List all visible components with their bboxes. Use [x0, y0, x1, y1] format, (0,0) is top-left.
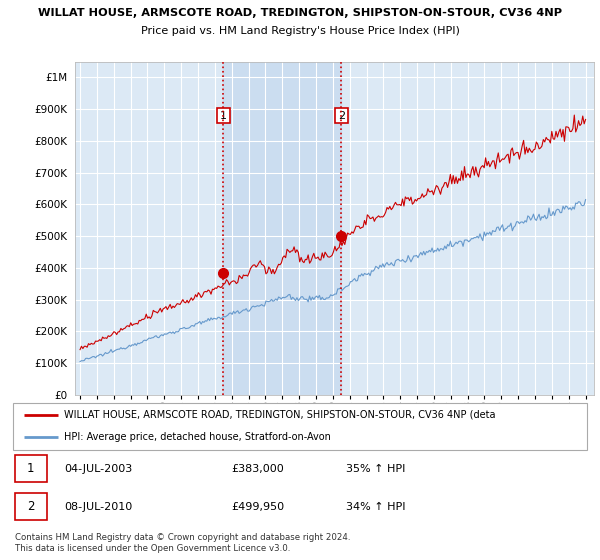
Text: WILLAT HOUSE, ARMSCOTE ROAD, TREDINGTON, SHIPSTON-ON-STOUR, CV36 4NP: WILLAT HOUSE, ARMSCOTE ROAD, TREDINGTON,…	[38, 8, 562, 18]
FancyBboxPatch shape	[15, 455, 47, 482]
Text: HPI: Average price, detached house, Stratford-on-Avon: HPI: Average price, detached house, Stra…	[64, 432, 331, 442]
Bar	[223, 62, 341, 395]
Text: 08-JUL-2010: 08-JUL-2010	[64, 502, 132, 511]
FancyBboxPatch shape	[15, 493, 47, 520]
Text: Price paid vs. HM Land Registry's House Price Index (HPI): Price paid vs. HM Land Registry's House …	[140, 26, 460, 36]
Text: 1: 1	[27, 462, 34, 475]
Text: 2: 2	[27, 500, 34, 513]
Text: Contains HM Land Registry data © Crown copyright and database right 2024.
This d: Contains HM Land Registry data © Crown c…	[15, 533, 350, 553]
Text: 35% ↑ HPI: 35% ↑ HPI	[346, 464, 406, 474]
FancyBboxPatch shape	[13, 403, 587, 450]
Text: WILLAT HOUSE, ARMSCOTE ROAD, TREDINGTON, SHIPSTON-ON-STOUR, CV36 4NP (deta: WILLAT HOUSE, ARMSCOTE ROAD, TREDINGTON,…	[64, 410, 496, 420]
Text: £499,950: £499,950	[231, 502, 284, 511]
Text: 2: 2	[338, 110, 345, 120]
Text: 34% ↑ HPI: 34% ↑ HPI	[346, 502, 406, 511]
Text: £383,000: £383,000	[231, 464, 284, 474]
Text: 1: 1	[220, 110, 227, 120]
Text: 04-JUL-2003: 04-JUL-2003	[64, 464, 132, 474]
